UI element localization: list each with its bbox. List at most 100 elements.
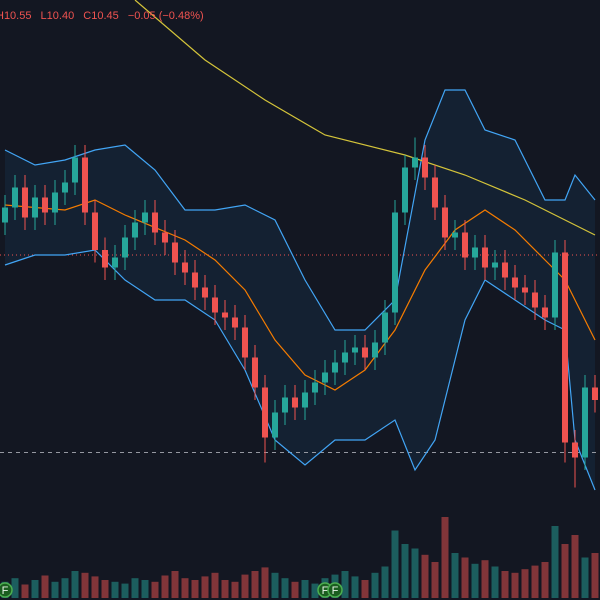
volume-bar [411,548,419,598]
event-marker [0,582,13,598]
event-label: F [2,585,9,597]
volume-bar [31,580,39,598]
candle-body [332,362,338,373]
volume-bar [251,571,259,598]
volume-bar [361,580,369,598]
volume-bar [531,565,539,598]
candle-body [92,212,98,250]
candle-body [182,262,188,273]
candle-body [552,252,558,318]
candle-body [432,177,438,208]
event-marker [327,582,343,598]
volume-bar [241,574,249,598]
volume-bar [291,581,299,598]
candle-body [262,387,268,438]
volume-bar [421,554,429,598]
candle-body [372,342,378,358]
candle-body [452,232,458,238]
candle-body [302,392,308,408]
candle-body [472,247,478,258]
volume-bar [91,576,99,598]
volume-bar [51,581,59,598]
volume-bar [261,567,269,598]
indicator-line [4,199,596,391]
candle-body [342,352,348,363]
volume-bar [341,571,349,598]
ohlc-legend: H10.55 L10.40 C10.45 −0.05 (−0.48%) [0,10,204,22]
volume-bar [501,571,509,598]
volume-bar [591,553,599,598]
candle-body [132,222,138,238]
candle-body [242,327,248,358]
volume-bar [401,544,409,598]
candle-body [162,232,168,243]
candle-body [422,157,428,178]
candle-body [192,272,198,288]
candle-body [412,157,418,168]
candle-body [142,212,148,223]
candle-body [252,357,258,388]
volume-bar [571,535,579,598]
candle-body [512,277,518,288]
volume-bar [481,560,489,598]
indicator-line [4,89,596,331]
volume-bar [371,572,379,598]
candle-body [112,257,118,268]
candle-body [72,157,78,183]
candle-body [592,387,598,400]
candle-body [102,250,108,268]
volume-bar [381,566,389,598]
candle-body [2,207,8,223]
candle-body [362,347,368,358]
volume-bar [551,526,559,598]
volume-bar [61,578,69,598]
volume-bar [521,569,529,598]
volume-bar [231,581,239,598]
candle-body [82,157,88,213]
candle-body [272,412,278,438]
volume-bar [191,580,199,598]
volume-bar [461,557,469,598]
candle-body [22,187,28,218]
candle-body [442,207,448,238]
legend-high: H10.55 [0,10,31,22]
volume-bar [431,562,439,598]
candle-body [582,387,588,458]
candle-body [322,372,328,383]
volume-bar [301,580,309,598]
volume-bar [101,580,109,598]
volume-bar [201,576,209,598]
volume-bar [511,572,519,598]
candle-body [52,192,58,213]
volume-bar [311,583,319,598]
legend-low: L10.40 [41,10,75,22]
event-label: F [322,585,329,597]
candle-body [462,232,468,258]
candle-body [172,242,178,263]
volume-bar [281,578,289,598]
volume-bar [221,580,229,598]
candle-body [382,312,388,343]
candle-body [122,237,128,258]
candle-body [292,397,298,408]
volume-bar [441,517,449,598]
volume-bar [211,572,219,598]
candle-body [42,197,48,213]
candle-body [312,382,318,393]
candle-body [212,297,218,313]
candle-body [482,247,488,268]
volume-bar [141,580,149,598]
event-label: F [332,585,339,597]
volume-bar [271,572,279,598]
candle-body [572,442,578,458]
volume-bar [171,571,179,598]
volume-bar [21,584,29,598]
candle-body [392,212,398,313]
candle-body [402,167,408,213]
candle-body [152,212,158,233]
volume-bar [151,581,159,598]
volume-bar [541,562,549,598]
volume-bar [581,557,589,598]
legend-change: −0.05 (−0.48%) [128,10,204,22]
